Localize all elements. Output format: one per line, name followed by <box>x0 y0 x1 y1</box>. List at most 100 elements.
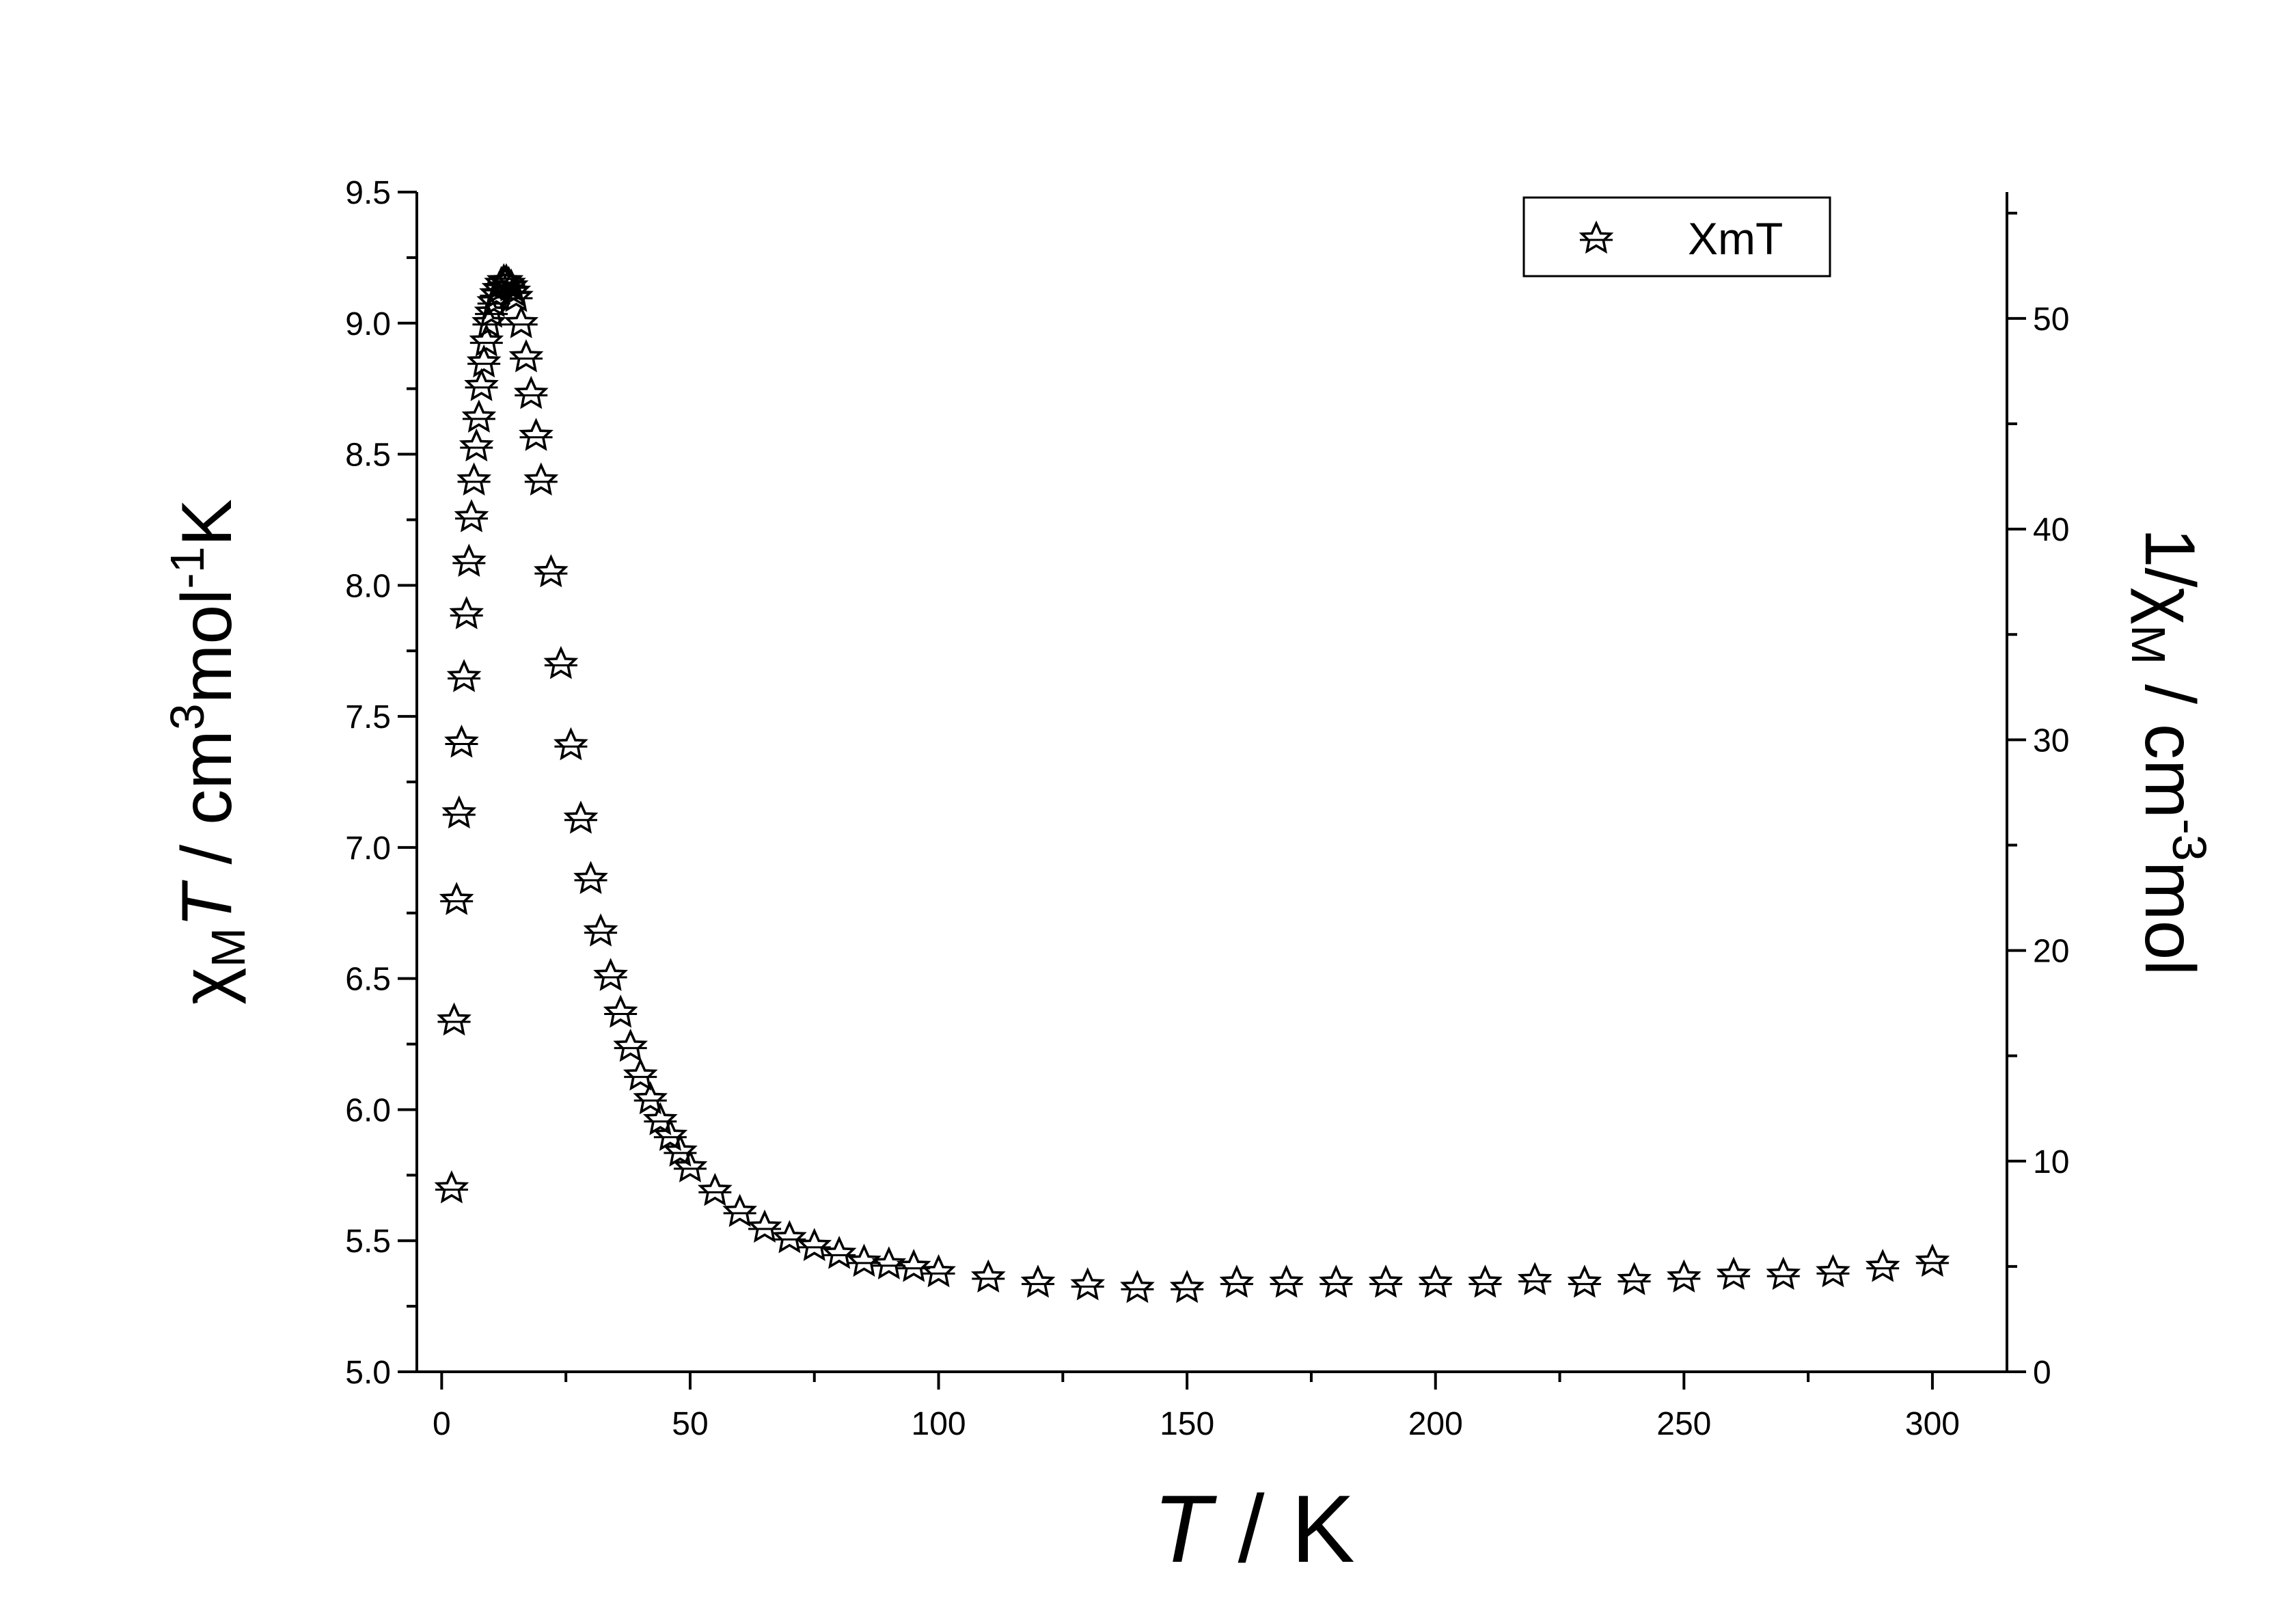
data-point-star-icon <box>1119 1271 1156 1302</box>
x-tick-label: 200 <box>1408 1406 1463 1442</box>
y-right-rest1: / cm <box>2130 664 2209 818</box>
y-left-mol: mol <box>167 589 247 704</box>
data-point-star-icon <box>513 377 549 408</box>
y-right-tick-label: 0 <box>2033 1355 2051 1391</box>
data-point-star-icon <box>553 729 589 759</box>
data-point-star-icon <box>459 430 495 461</box>
x-axis-title-italic: T <box>1153 1475 1217 1582</box>
data-point-star-icon <box>543 647 579 678</box>
data-point-star-icon <box>1616 1263 1652 1295</box>
plot-frame <box>415 192 2008 1373</box>
y-axis-right: 0 10 20 30 40 50 <box>2007 211 2069 1391</box>
data-point-star-icon <box>533 556 569 586</box>
x-tick-label: 100 <box>912 1406 966 1442</box>
data-point-star-icon <box>1467 1266 1503 1297</box>
data-point-star-icon <box>461 401 497 432</box>
data-point-star-icon <box>446 660 482 691</box>
data-point-star-icon <box>1865 1250 1901 1281</box>
data-point-star-icon <box>672 1151 708 1182</box>
x-tick-label: 250 <box>1656 1406 1711 1442</box>
y-right-tick-label: 10 <box>2033 1144 2069 1180</box>
data-point-star-icon <box>662 1135 698 1166</box>
x-axis-title-rest: / K <box>1212 1475 1355 1582</box>
y-left-chi: χ <box>167 967 247 1005</box>
data-point-star-icon <box>1517 1263 1553 1295</box>
data-point-star-icon <box>1169 1271 1205 1302</box>
data-point-star-icon <box>1268 1266 1304 1297</box>
data-point-star-icon <box>603 996 638 1027</box>
data-point-star-icon <box>896 1250 931 1281</box>
x-tick-label: 150 <box>1160 1406 1214 1442</box>
data-point-star-icon <box>508 340 544 371</box>
x-axis: 0 50 100 150 200 250 300 <box>433 1372 1960 1442</box>
x-tick-label: 0 <box>433 1406 451 1442</box>
data-point-star-icon <box>697 1174 733 1205</box>
data-point-star-icon <box>441 797 477 828</box>
y-right-tick-label: 50 <box>2033 301 2069 338</box>
y-right-tick-label: 30 <box>2033 722 2069 759</box>
data-point-star-icon <box>454 500 489 531</box>
y-left-tick-label: 5.0 <box>345 1355 391 1391</box>
y-left-italic-t: T <box>167 880 247 928</box>
data-point-star-icon <box>451 545 487 576</box>
data-point-star-icon <box>1417 1266 1453 1297</box>
legend-entry-xmt: XmT <box>1688 213 1783 264</box>
y-right-sup-m3: -3 <box>2163 819 2216 861</box>
data-point-star-icon <box>563 802 599 833</box>
y-left-tick-label: 7.0 <box>345 830 391 867</box>
data-point-star-icon <box>1716 1258 1751 1289</box>
y-right-chi: χ <box>2130 587 2209 625</box>
data-point-star-icon <box>1765 1258 1801 1289</box>
data-point-star-icon <box>1915 1245 1950 1276</box>
data-series-xmt <box>434 265 1950 1302</box>
data-point-star-icon <box>456 464 492 495</box>
data-point-star-icon <box>1219 1266 1255 1297</box>
data-point-star-icon <box>592 960 629 990</box>
data-point-star-icon <box>583 915 618 945</box>
y-left-tick-label: 8.0 <box>345 568 391 604</box>
data-point-star-icon <box>1815 1256 1851 1286</box>
y-right-one: 1/ <box>2130 528 2209 588</box>
data-point-star-icon <box>1567 1266 1602 1297</box>
y-left-tick-label: 9.0 <box>345 306 391 342</box>
y-left-tick-label: 7.5 <box>345 699 391 735</box>
y-right-mol: mol <box>2130 861 2209 976</box>
x-axis-title: T / K <box>1153 1475 1355 1582</box>
y-left-tick-label: 8.5 <box>345 437 391 474</box>
data-point-star-icon <box>653 1120 688 1150</box>
data-point-star-icon <box>1666 1261 1702 1292</box>
y-axis-left-title: χMT / cm3mol-1K <box>161 499 255 1005</box>
y-axis-right-title: 1/χM / cm-3mol <box>2122 528 2216 976</box>
data-point-star-icon <box>970 1261 1007 1292</box>
data-point-star-icon <box>523 464 559 495</box>
y-left-sub-m: M <box>202 928 255 967</box>
data-point-star-icon <box>448 597 484 628</box>
y-left-rest1: / cm <box>167 730 247 884</box>
y-left-sup-m1: -1 <box>161 546 214 588</box>
y-axis-left: 5.0 5.5 6.0 6.5 7.0 7.5 8.0 8.5 9.0 9.5 <box>345 175 417 1391</box>
data-point-star-icon <box>573 863 609 893</box>
x-tick-label: 50 <box>672 1406 708 1442</box>
y-left-tick-label: 6.0 <box>345 1092 391 1128</box>
y-left-tick-label: 6.5 <box>345 962 391 998</box>
data-point-star-icon <box>1368 1266 1404 1297</box>
data-point-star-icon <box>722 1195 758 1226</box>
data-point-star-icon <box>434 1172 469 1202</box>
y-right-tick-label: 20 <box>2033 934 2069 970</box>
legend: XmT <box>1522 196 1831 278</box>
data-point-star-icon <box>1020 1266 1056 1297</box>
data-point-star-icon <box>443 726 480 757</box>
y-left-tick-label: 5.5 <box>345 1223 391 1260</box>
legend-box <box>1522 196 1831 278</box>
y-left-tick-label: 9.5 <box>345 175 391 211</box>
data-point-star-icon <box>612 1030 648 1061</box>
y-left-sup3: 3 <box>161 703 214 730</box>
data-point-star-icon <box>1069 1269 1106 1299</box>
data-point-star-icon <box>1318 1266 1354 1297</box>
y-left-k: K <box>167 499 247 546</box>
data-point-star-icon <box>623 1059 659 1090</box>
y-right-sub-m: M <box>2122 625 2175 664</box>
data-point-star-icon <box>747 1211 782 1242</box>
data-point-star-icon <box>439 883 474 914</box>
